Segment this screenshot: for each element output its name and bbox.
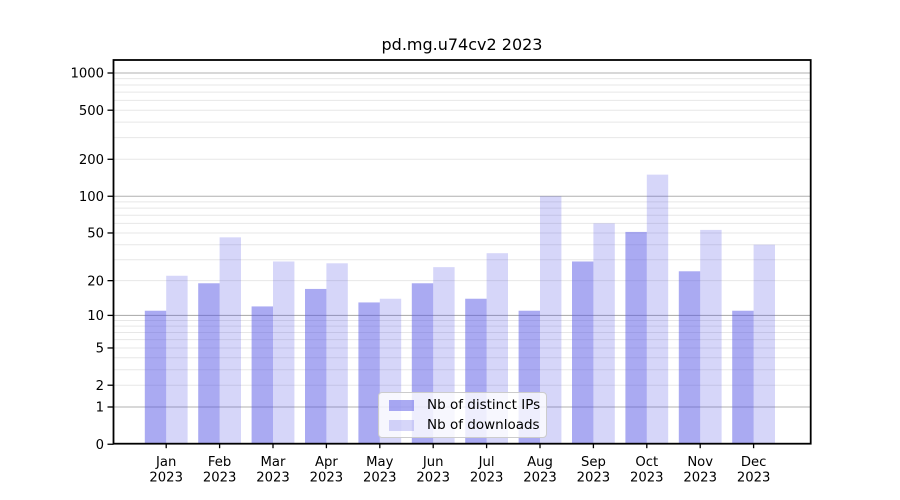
legend-item-distinct-ips: Nb of distinct IPs	[387, 397, 541, 413]
bar-downloads-aug	[540, 196, 562, 444]
y-tick-label: 10	[87, 309, 104, 324]
y-tick-label: 500	[79, 104, 104, 119]
bar-distinct-ips-feb	[198, 283, 220, 444]
bar-downloads-dec	[753, 244, 775, 444]
y-tick-label: 5	[96, 342, 104, 357]
y-tick-label: 50	[87, 227, 104, 242]
bar-downloads-nov	[700, 229, 722, 444]
x-tick-label-year: 2023	[470, 471, 504, 486]
x-tick-label-month: Jan	[155, 455, 176, 470]
bar-downloads-jan	[166, 275, 188, 444]
x-tick-label-month: Jun	[422, 455, 444, 470]
y-tick-label: 100	[79, 190, 104, 205]
x-tick-label-year: 2023	[149, 471, 183, 486]
bar-downloads-apr	[326, 263, 348, 444]
x-tick-label-month: Feb	[208, 455, 231, 470]
legend: Nb of distinct IPs Nb of downloads	[378, 392, 547, 438]
bar-downloads-mar	[273, 261, 295, 444]
plot-frame	[112, 59, 812, 445]
legend-swatch-downloads	[389, 419, 414, 431]
x-tick-label-year: 2023	[416, 471, 450, 486]
x-tick-label-month: Sep	[581, 455, 606, 470]
bar-downloads-feb	[219, 237, 241, 444]
y-tick-label: 200	[79, 153, 104, 168]
x-tick-label-month: Oct	[635, 455, 658, 470]
x-tick-label-month: Apr	[315, 455, 338, 470]
bar-downloads-oct	[646, 174, 669, 444]
bar-distinct-ips-dec	[732, 310, 754, 444]
bar-distinct-ips-mar	[251, 306, 273, 444]
legend-swatch-distinct-ips	[389, 399, 414, 411]
legend-label-downloads: Nb of downloads	[427, 417, 540, 433]
y-tick-label: 1	[96, 401, 104, 416]
bar-distinct-ips-oct	[625, 231, 647, 444]
bar-distinct-ips-apr	[305, 288, 327, 444]
x-tick-label-year: 2023	[683, 471, 717, 486]
x-tick-label-month: Dec	[741, 455, 767, 470]
x-tick-label-month: Aug	[527, 455, 553, 470]
x-tick-label-year: 2023	[256, 471, 290, 486]
x-tick-label-month: May	[366, 455, 393, 470]
x-tick-label-year: 2023	[363, 471, 397, 486]
x-tick-label-month: Nov	[687, 455, 713, 470]
x-tick-label-month: Mar	[261, 455, 286, 470]
x-tick-label-month: Jul	[478, 455, 495, 470]
chart-title: pd.mg.u74cv2 2023	[381, 35, 543, 54]
x-tick-label-year: 2023	[737, 471, 771, 486]
bar-distinct-ips-nov	[678, 271, 701, 444]
y-tick-label: 0	[96, 438, 104, 453]
bar-distinct-ips-sep	[572, 261, 594, 444]
legend-item-downloads: Nb of downloads	[387, 417, 540, 433]
x-tick-label-year: 2023	[577, 471, 611, 486]
bar-distinct-ips-may	[358, 302, 380, 444]
x-tick-label-year: 2023	[523, 471, 557, 486]
bar-distinct-ips-jan	[144, 310, 167, 444]
x-tick-label-year: 2023	[630, 471, 664, 486]
x-tick-label-year: 2023	[203, 471, 237, 486]
bar-downloads-sep	[593, 223, 615, 444]
x-tick-label-year: 2023	[310, 471, 344, 486]
y-tick-label: 1000	[70, 67, 104, 82]
y-tick-label: 20	[87, 274, 104, 289]
legend-label-distinct-ips: Nb of distinct IPs	[427, 397, 541, 413]
y-tick-label: 2	[96, 379, 104, 394]
